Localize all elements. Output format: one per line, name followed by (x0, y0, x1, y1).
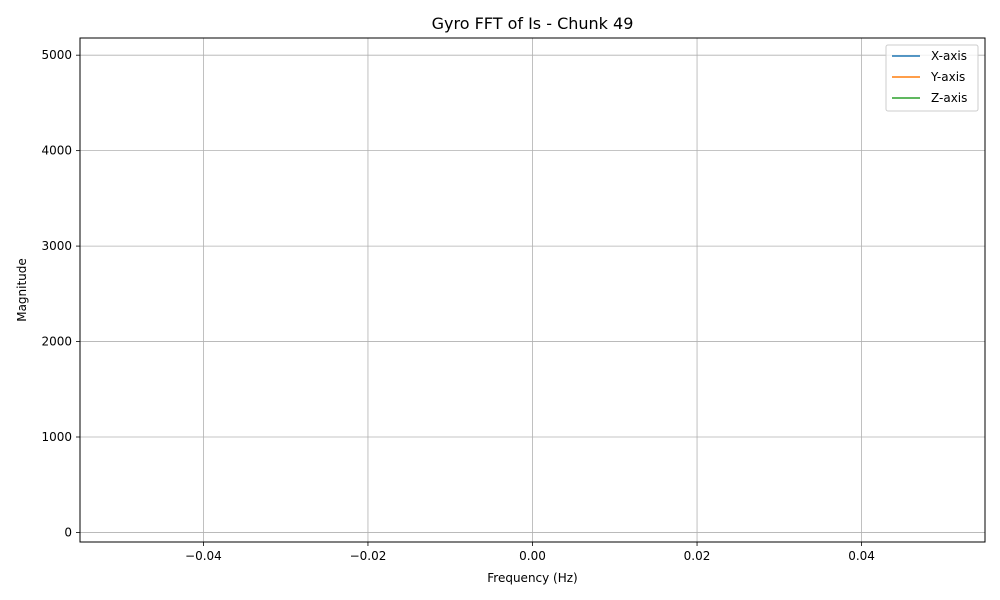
y-tick-label: 0 (64, 525, 72, 539)
x-axis-ticks: −0.04 −0.02 0.00 0.02 0.04 (185, 542, 875, 563)
legend-box (885, 44, 979, 112)
grid (80, 38, 985, 542)
legend-entry-label: Y-axis (930, 70, 965, 84)
x-tick-label: 0.00 (519, 549, 546, 563)
legend-entry-label: X-axis (931, 49, 967, 63)
legend: X-axis Y-axis Z-axis (885, 44, 979, 112)
x-tick-label: 0.04 (848, 549, 875, 563)
x-tick-label: 0.02 (684, 549, 711, 563)
x-tick-label: −0.02 (350, 549, 387, 563)
chart-title: Gyro FFT of Is - Chunk 49 (432, 14, 634, 33)
y-tick-label: 3000 (41, 239, 72, 253)
y-tick-label: 1000 (41, 430, 72, 444)
y-axis-label: Magnitude (15, 258, 29, 322)
legend-entry-label: Z-axis (931, 91, 967, 105)
y-tick-label: 5000 (41, 48, 72, 62)
y-tick-label: 4000 (41, 144, 72, 158)
x-axis-label: Frequency (Hz) (487, 571, 578, 585)
x-tick-label: −0.04 (185, 549, 222, 563)
y-tick-label: 2000 (41, 335, 72, 349)
y-axis-ticks: 0 1000 2000 3000 4000 5000 (41, 48, 80, 539)
